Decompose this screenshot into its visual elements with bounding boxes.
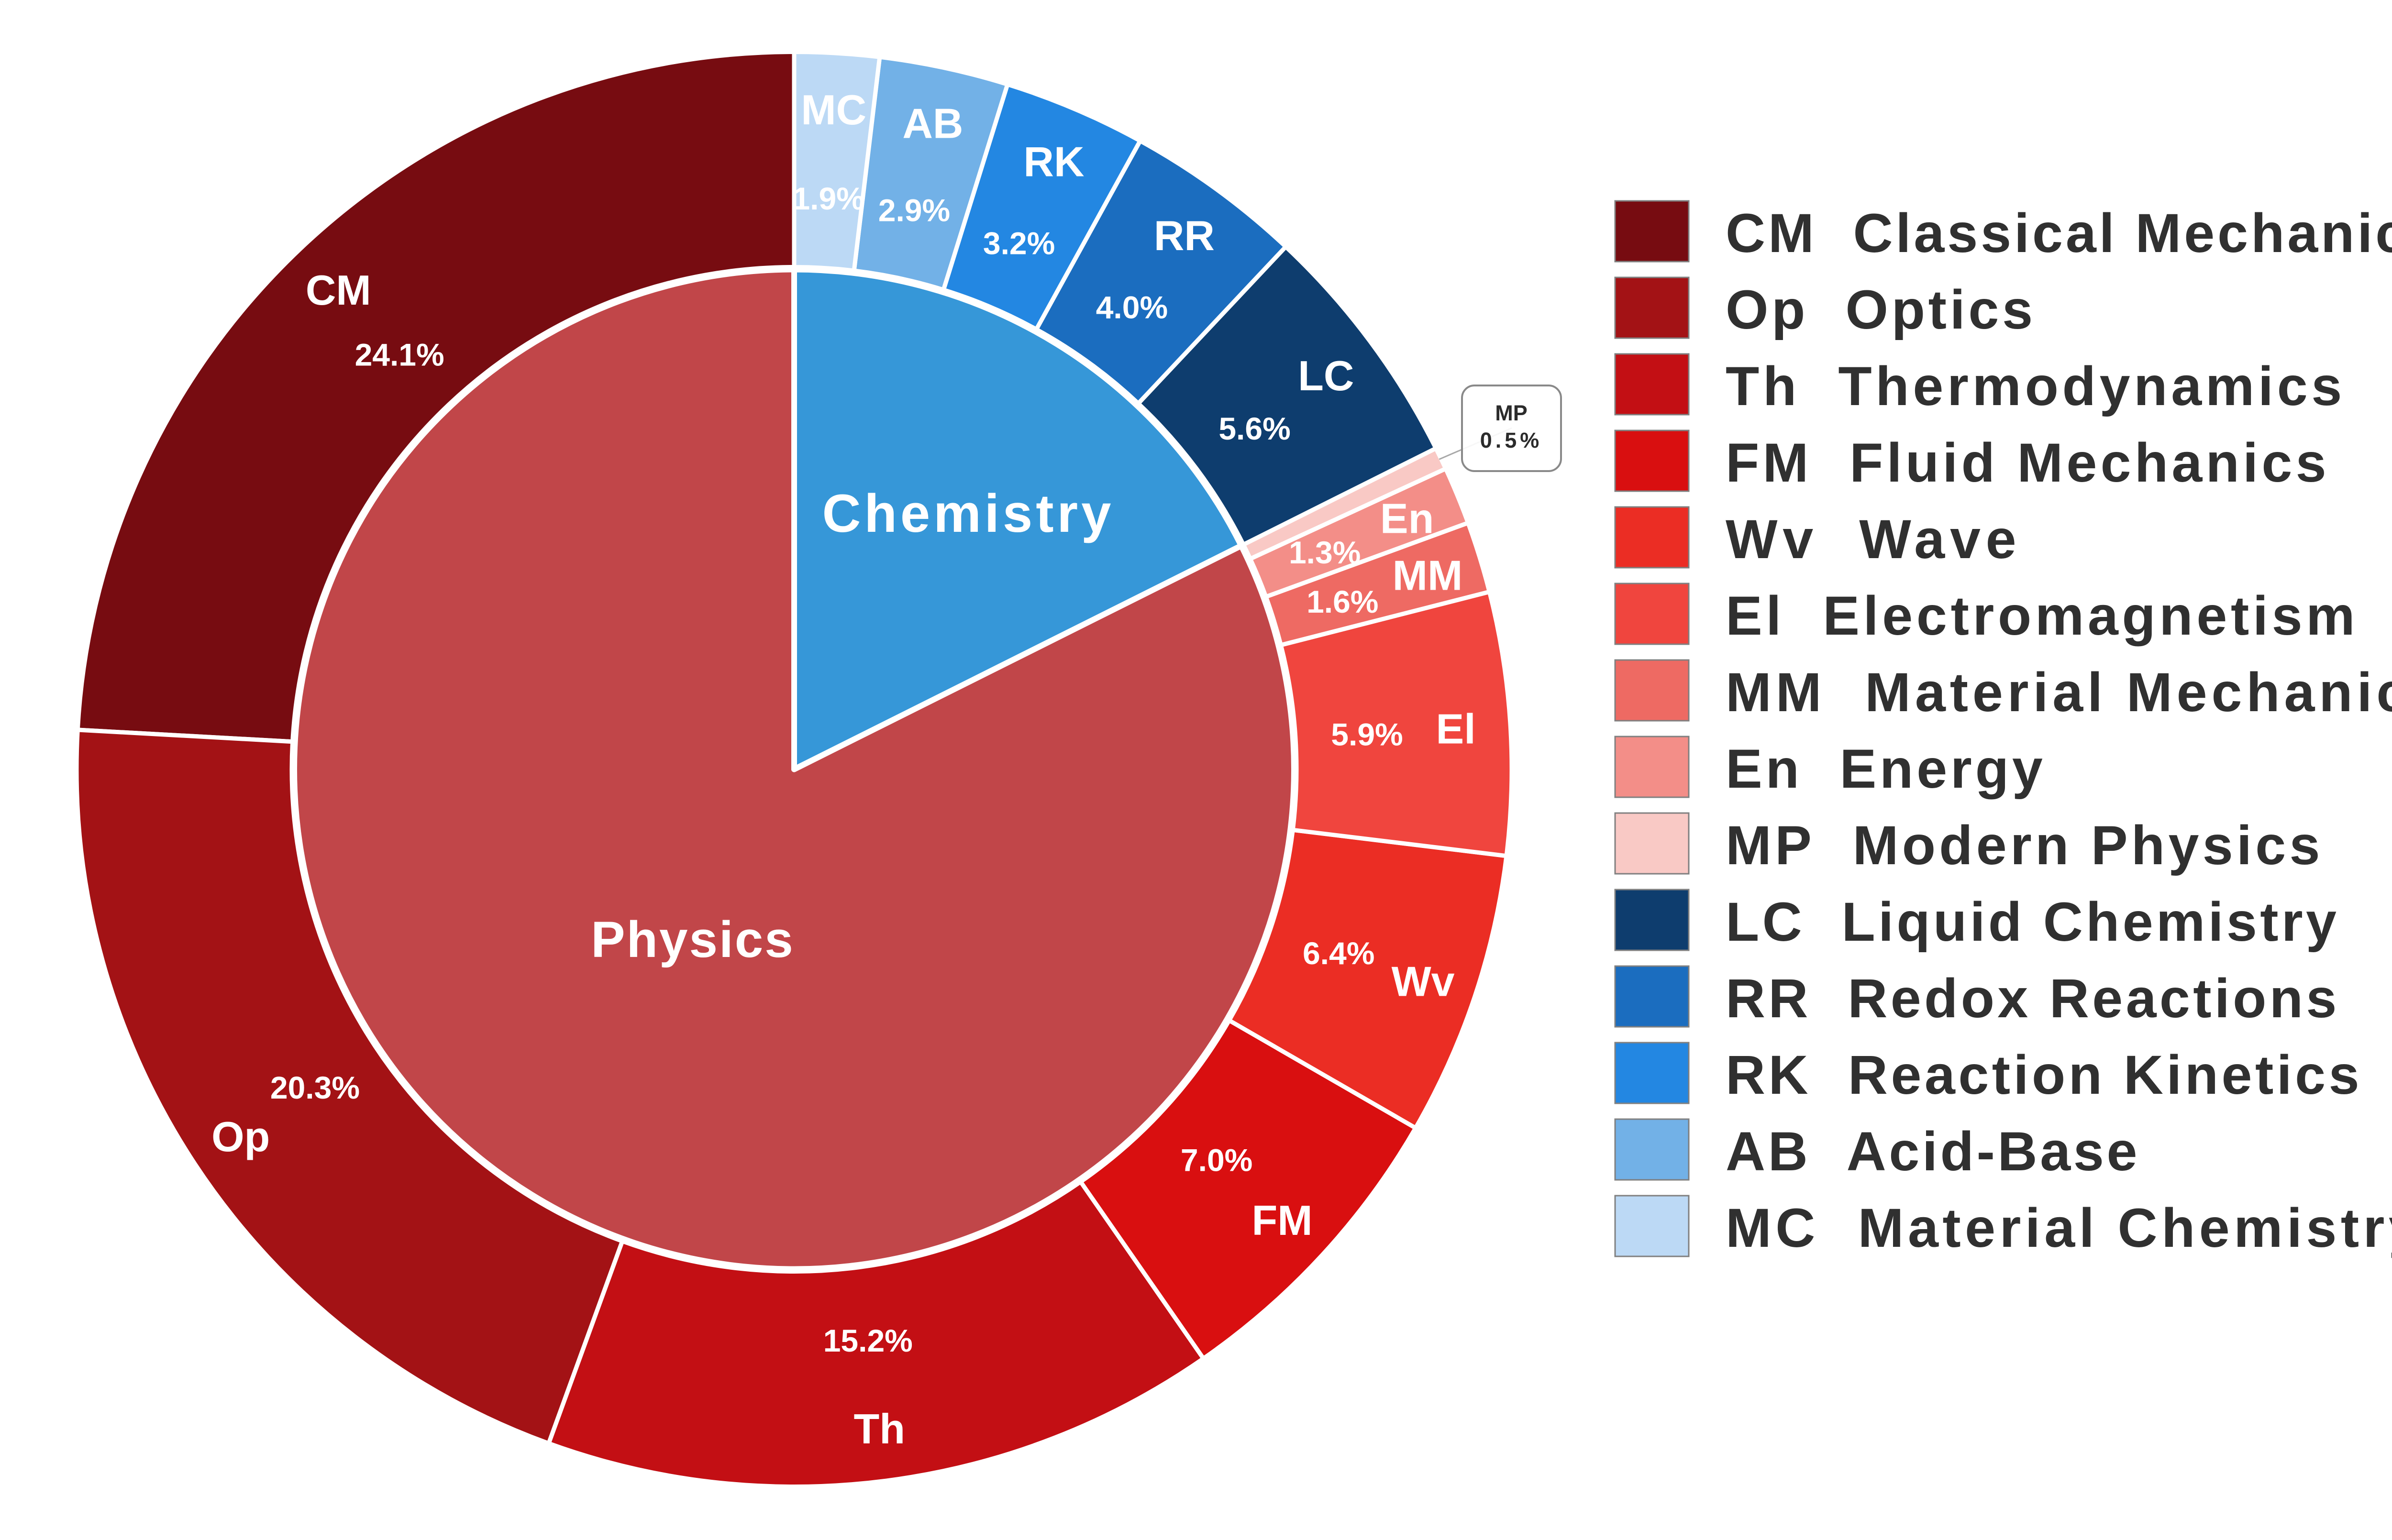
svg-text:MC: MC	[801, 86, 866, 133]
svg-text:Wv: Wv	[1392, 958, 1455, 1005]
svg-text:En Energy: En Energy	[1726, 738, 2046, 800]
svg-text:Chemistry: Chemistry	[822, 484, 1115, 543]
svg-text:4.0%: 4.0%	[1096, 289, 1168, 325]
svg-text:MP Modern Physics: MP Modern Physics	[1726, 815, 2324, 876]
svg-text:Th: Th	[853, 1405, 905, 1452]
svg-text:24.1%: 24.1%	[355, 337, 444, 372]
svg-text:Op: Op	[211, 1113, 270, 1160]
svg-text:El Electromagnetism: El Electromagnetism	[1726, 585, 2359, 647]
svg-text:Th Thermodynamics: Th Thermodynamics	[1726, 356, 2346, 417]
svg-text:1.9%: 1.9%	[792, 181, 864, 216]
svg-text:0.5%: 0.5%	[1480, 428, 1543, 452]
svg-text:5.6%: 5.6%	[1218, 411, 1290, 446]
svg-text:El: El	[1436, 705, 1476, 752]
svg-text:5.9%: 5.9%	[1331, 716, 1403, 752]
svg-text:LC Liquid Chemistry: LC Liquid Chemistry	[1726, 891, 2339, 953]
svg-text:MP: MP	[1495, 401, 1528, 425]
svg-text:1.3%: 1.3%	[1289, 535, 1361, 570]
svg-text:20.3%: 20.3%	[270, 1070, 360, 1105]
svg-text:Wv Wave: Wv Wave	[1726, 509, 2021, 570]
svg-text:RR: RR	[1154, 212, 1215, 259]
svg-text:FM: FM	[1251, 1197, 1312, 1244]
svg-text:Op Optics: Op Optics	[1726, 279, 2036, 341]
svg-text:AB: AB	[902, 99, 963, 147]
svg-text:6.4%: 6.4%	[1303, 935, 1374, 971]
svg-text:RK Reaction Kinetics: RK Reaction Kinetics	[1726, 1045, 2362, 1106]
svg-text:2.9%: 2.9%	[878, 192, 950, 228]
svg-text:7.0%: 7.0%	[1181, 1142, 1252, 1177]
svg-text:CM Classical Mechanics: CM Classical Mechanics	[1726, 203, 2392, 264]
svg-text:MM Material Mechanics: MM Material Mechanics	[1726, 662, 2392, 723]
svg-text:3.2%: 3.2%	[983, 226, 1055, 261]
svg-text:En: En	[1380, 495, 1434, 542]
svg-text:MM: MM	[1393, 552, 1463, 599]
svg-text:RR Redox Reactions: RR Redox Reactions	[1726, 968, 2340, 1029]
svg-text:MC Material Chemistry: MC Material Chemistry	[1726, 1198, 2392, 1259]
svg-text:LC: LC	[1298, 352, 1354, 399]
svg-text:15.2%: 15.2%	[823, 1323, 913, 1358]
svg-text:AB Acid-Base: AB Acid-Base	[1726, 1121, 2140, 1182]
svg-text:1.6%: 1.6%	[1307, 584, 1378, 619]
svg-text:Physics: Physics	[591, 911, 795, 968]
svg-text:RK: RK	[1023, 138, 1084, 185]
svg-text:CM: CM	[306, 266, 371, 314]
svg-text:FM Fluid Mechanics: FM Fluid Mechanics	[1726, 432, 2330, 494]
